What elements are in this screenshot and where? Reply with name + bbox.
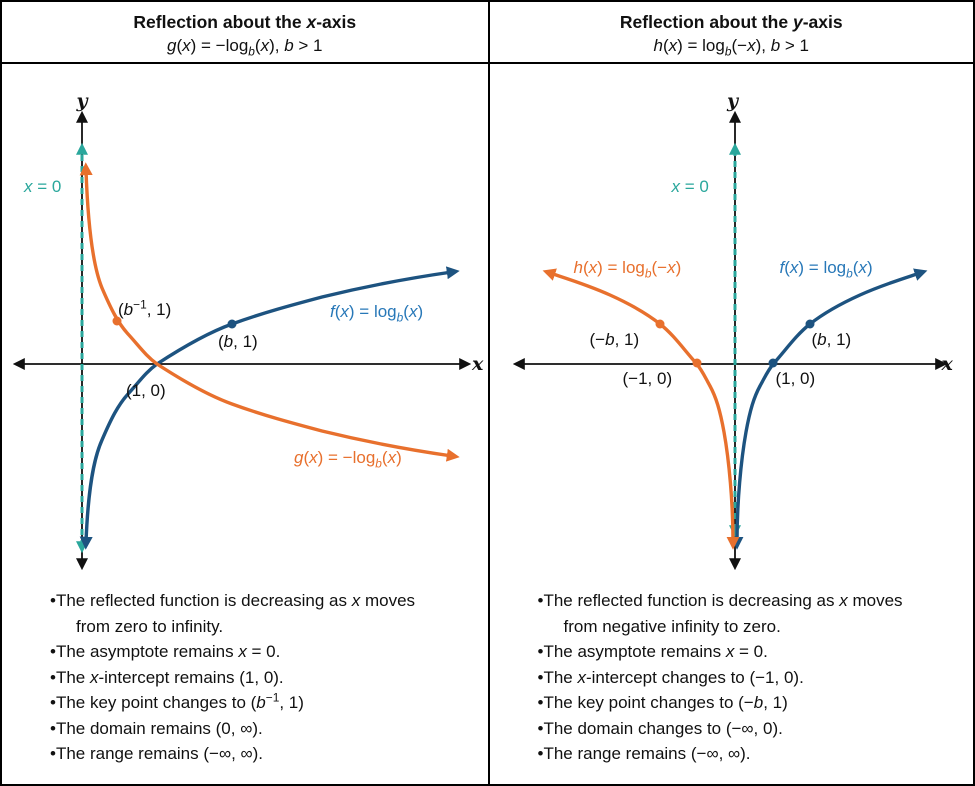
x-axis-label: x [941, 353, 953, 375]
note-item: The key point changes to (b−1, 1) [50, 690, 464, 716]
reflected-key-point-dot [655, 319, 664, 329]
note-item: The key point changes to (−b, 1) [538, 690, 950, 716]
note-item: The x-intercept remains (1, 0). [50, 665, 464, 691]
graph-x-reflection: y x x = 0 (b−1, 1) f(x) = logb(x) (b, 1)… [2, 64, 488, 574]
key-point-dot [227, 319, 237, 329]
asymptote-label: x = 0 [671, 177, 709, 196]
reflected-key-point-dot [112, 316, 122, 326]
panel-formula: g(x) = −logb(x), b > 1 [166, 36, 323, 59]
panel-y-axis-reflection: Reflection about the y-axis h(x) = logb(… [487, 2, 974, 784]
panel-title: Reflection about the x-axis [133, 12, 357, 32]
note-item: The domain changes to (−∞, 0). [538, 716, 950, 742]
panel-header: Reflection about the y-axis h(x) = logb(… [489, 2, 973, 64]
x-intercept-dot [768, 358, 777, 368]
reflected-x-intercept-label: (−1, 0) [622, 369, 673, 388]
key-point-label: (b, 1) [811, 330, 852, 349]
note-item: The range remains (−∞, ∞). [538, 741, 950, 767]
graph-y-reflection: y x x = 0 h(x) = logb(−x) f(x) = logb(x)… [490, 64, 974, 574]
log-curve [730, 268, 927, 550]
notes-list: The reflected function is decreasing as … [490, 574, 974, 767]
x-intercept-label: (1, 0) [126, 381, 166, 400]
notes-list: The reflected function is decreasing as … [2, 574, 488, 767]
panel-title: Reflection about the y-axis [619, 12, 843, 32]
reflected-curve [542, 268, 739, 550]
asymptote-label: x = 0 [24, 177, 62, 196]
note-item: The domain remains (0, ∞). [50, 716, 464, 742]
note-item: The x-intercept changes to (−1, 0). [538, 665, 950, 691]
h-curve-label: h(x) = logb(−x) [573, 258, 682, 281]
reflected-key-point-label: (b−1, 1) [118, 297, 172, 319]
note-item: The range remains (−∞, ∞). [50, 741, 464, 767]
note-item: The reflected function is decreasing as … [538, 588, 950, 639]
reflected-x-intercept-dot [692, 358, 701, 368]
f-curve-label: f(x) = logb(x) [330, 302, 424, 325]
panel-formula: h(x) = logb(−x), b > 1 [653, 36, 809, 59]
reflected-curve [79, 162, 460, 462]
reflected-key-point-label: (−b, 1) [589, 330, 640, 349]
graph-canvas [12, 110, 472, 571]
panel-header: Reflection about the x-axis g(x) = −logb… [2, 2, 488, 64]
y-axis-label: y [76, 90, 88, 112]
graph-canvas [512, 110, 947, 571]
f-curve-label: f(x) = logb(x) [779, 258, 873, 281]
note-item: The asymptote remains x = 0. [538, 639, 950, 665]
note-item: The reflected function is decreasing as … [50, 588, 464, 639]
note-item: The asymptote remains x = 0. [50, 639, 464, 665]
g-curve-label: g(x) = −logb(x) [294, 448, 402, 471]
x-intercept-label: (1, 0) [775, 369, 816, 388]
y-axis-label: y [726, 90, 739, 112]
x-axis-label: x [472, 353, 484, 375]
key-point-dot [805, 319, 814, 329]
panel-x-axis-reflection: Reflection about the x-axis g(x) = −logb… [2, 2, 488, 784]
key-point-label: (b, 1) [218, 332, 258, 351]
